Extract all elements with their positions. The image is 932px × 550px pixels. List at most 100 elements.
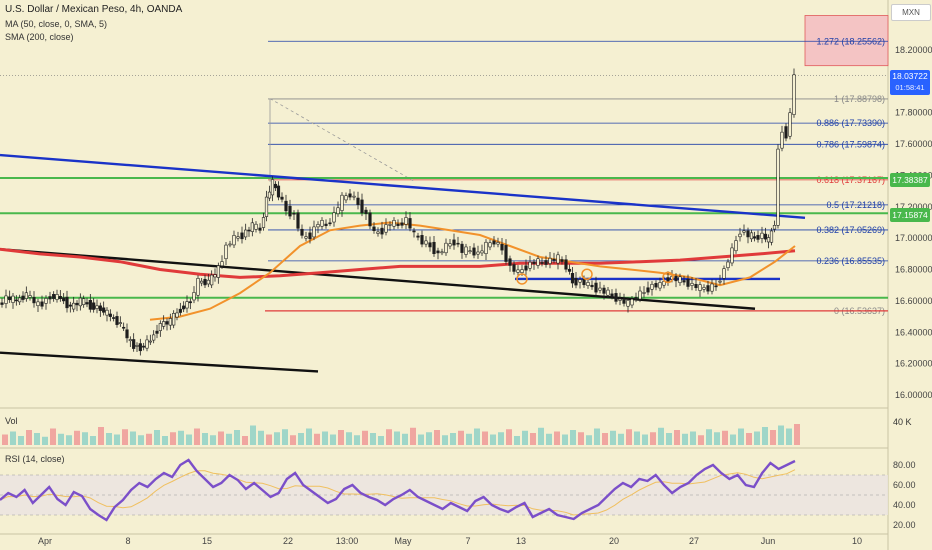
volume-bar [114,434,120,445]
candle-body [18,297,22,303]
candle-body [224,244,228,260]
candle-body [105,309,109,316]
volume-bar [738,428,744,445]
volume-bar [546,433,552,445]
candle-body [165,321,169,325]
x-tick-label: 15 [202,536,212,546]
candle-body [280,196,284,200]
sma200-legend[interactable]: SMA (200, close) [5,32,74,42]
x-tick-label: 10 [852,536,862,546]
candle-body [65,296,69,309]
volume-bar [130,431,136,445]
candle-body [332,212,336,223]
candle-body [304,236,308,239]
volume-bar [194,428,200,445]
candle-body [108,313,112,317]
candle-body [228,243,232,246]
candle-body [726,261,730,268]
volume-bar [714,432,720,445]
candle-body [52,294,56,299]
candle-body [98,305,102,311]
y-tick-label: 16.00000 [895,390,932,400]
volume-bar [90,436,96,445]
trendline-blue [0,153,806,219]
candle-body [500,243,504,251]
volume-bar [154,430,160,445]
volume-bar [250,425,256,445]
chart-title: U.S. Dollar / Mexican Peso, 4h, OANDA [5,4,183,15]
x-tick-label: Apr [38,536,52,546]
candle-body [328,222,332,225]
candle-body [62,297,66,302]
fib-anchor-line [269,98,416,183]
volume-pane-label: Vol [5,416,18,426]
candle-body [356,197,360,205]
volume-bar [170,432,176,445]
volume-bar [122,429,128,445]
candle-body [682,280,686,283]
candle-body [626,299,630,307]
candle-body [412,230,416,233]
volume-bar [722,430,728,445]
candle-body [567,268,572,272]
volume-axis-label: 40 K [893,417,912,427]
x-tick-label: 27 [689,536,699,546]
last-price-value: 18.03722 [892,71,928,81]
x-tick-label: 7 [465,536,470,546]
y-tick-label: 16.60000 [895,296,932,306]
volume-bar [58,433,64,445]
candle-body [492,240,496,245]
candle-body [4,295,8,304]
candle-body [300,228,304,236]
x-tick-label: 13:00 [336,536,359,546]
fib-level-label: 0.786 (17.59874) [816,139,885,149]
candle-body [694,283,698,289]
volume-bar [50,428,56,445]
candle-body [284,200,288,212]
candle-body [544,260,548,265]
volume-bar [642,434,648,445]
candle-body [14,299,18,302]
volume-bar [186,434,192,445]
volume-bar [610,430,616,445]
candle-body [68,304,72,307]
candle-body [132,339,136,349]
candle-body [678,276,682,284]
candle-body [320,220,324,227]
volume-bar [378,436,384,445]
candle-body [536,258,540,266]
candle-body [118,322,122,324]
volume-bar [706,429,712,445]
candle-body [24,292,28,299]
volume-bar [34,433,40,445]
fib-level-label: 1.272 (18.25562) [816,36,885,46]
candle-body [540,262,544,264]
volume-bar [146,433,152,445]
candle-body [148,340,152,343]
volume-bar [274,432,280,445]
candle-body [250,222,254,232]
ma50-legend[interactable]: MA (50, close, 0, SMA, 5) [5,19,108,29]
candle-body [424,240,428,245]
fib-level-label: 0.382 (17.05269) [816,225,885,235]
currency-label[interactable]: MXN [891,4,931,21]
volume-bar [634,431,640,445]
candle-body [158,323,162,331]
candle-body [468,250,472,253]
volume-bar [210,435,216,445]
volume-bar [434,430,440,445]
candle-body [772,225,777,230]
volume-bar [778,425,784,445]
volume-bar [786,428,792,445]
volume-bar [578,432,584,445]
candle-body [586,282,590,286]
candle-body [714,285,718,288]
candle-body [756,235,760,240]
candle-body [292,212,296,215]
candle-body [763,233,768,240]
y-tick-label: 16.20000 [895,359,932,369]
candle-body [560,259,564,262]
y-tick-label: 17.20000 [895,202,932,212]
volume-bar [690,431,696,445]
